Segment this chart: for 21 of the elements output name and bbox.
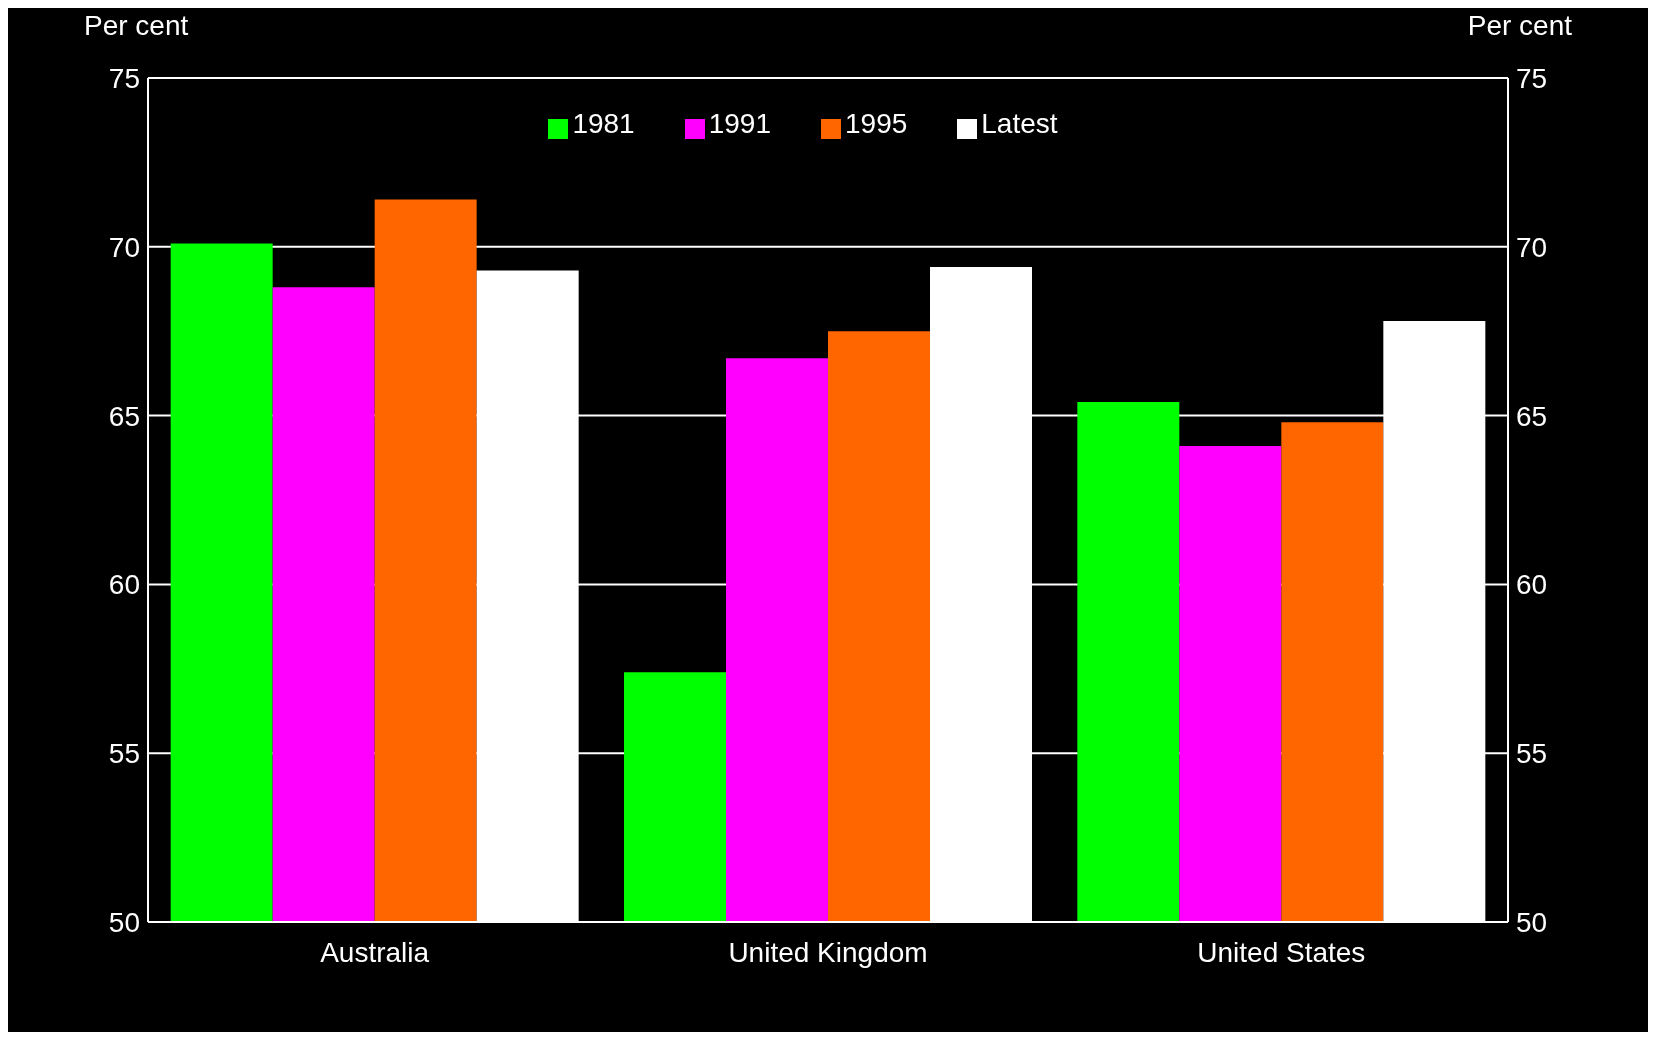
legend-label: 1995 [845,108,908,139]
y2-tick-label: 70 [1516,231,1548,263]
legend-label: Latest [981,108,1058,139]
y2-tick-label: 55 [1516,738,1548,770]
legend-label: 1981 [572,108,635,139]
legend-label: 1991 [708,108,771,139]
y2-tick-label: 60 [1516,569,1548,601]
x-tick-label: Australia [320,936,430,968]
y-axis-title: Per cent [84,10,189,42]
y2-tick-label: 50 [1516,906,1548,938]
y-tick-label: 70 [108,231,140,263]
y-tick-label: 60 [108,569,140,601]
x-tick-label: United Kingdom [728,936,928,968]
y2-axis-title: Per cent [1467,10,1572,42]
y2-tick-label: 65 [1516,400,1548,432]
y-tick-label: 75 [108,62,140,94]
y-tick-label: 65 [108,400,140,432]
y2-tick-label: 75 [1516,62,1548,94]
y-tick-label: 55 [108,738,140,770]
y-tick-label: 50 [108,906,140,938]
x-tick-label: United States [1197,936,1366,968]
